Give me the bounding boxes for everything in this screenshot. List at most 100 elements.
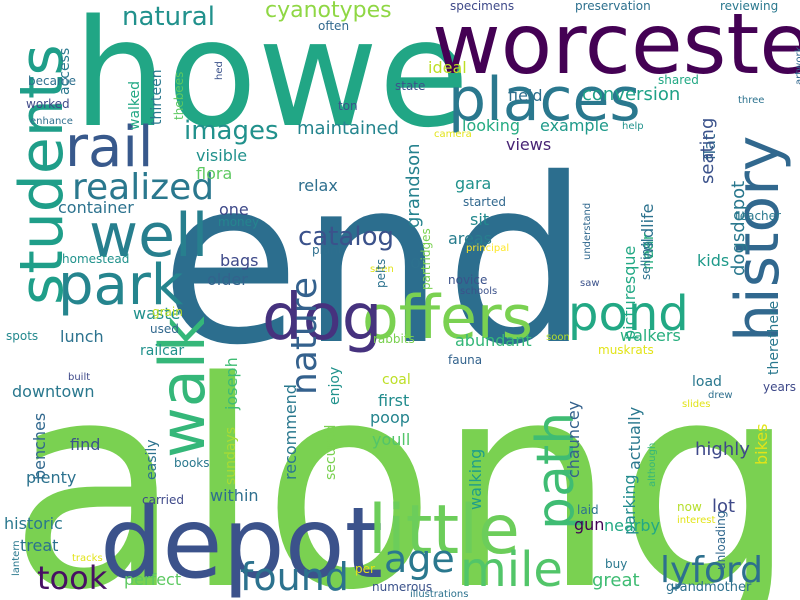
- word-books: books: [174, 456, 210, 470]
- word-offers: offers: [362, 283, 533, 353]
- word-worked: worked: [26, 97, 70, 111]
- word-grandmother: grandmother: [666, 580, 752, 595]
- word-principal: principal: [466, 243, 510, 254]
- word-selling: selling: [639, 241, 653, 280]
- word-kids: kids: [697, 251, 730, 270]
- word-homestead: homestead: [62, 252, 130, 266]
- word-saw: saw: [580, 278, 600, 289]
- word-seen: seen: [370, 264, 394, 275]
- word-rabbits: rabbits: [373, 332, 415, 346]
- word-images: images: [184, 116, 279, 146]
- word-dog: dog: [262, 281, 383, 355]
- word-maintained: maintained: [297, 118, 399, 139]
- word-rail: rail: [65, 115, 154, 180]
- word-schools: schools: [460, 286, 498, 297]
- word-treat: treat: [20, 536, 59, 555]
- word-ton: ton: [338, 99, 358, 113]
- word-novice: novice: [448, 273, 488, 287]
- word-pond: pond: [568, 286, 689, 342]
- word-thebees: thebees: [172, 71, 186, 120]
- word-nature: nature: [284, 277, 325, 395]
- word-coal: coal: [382, 372, 411, 388]
- word-enjoy: enjoy: [327, 366, 343, 405]
- word-one: one: [219, 200, 249, 219]
- word-buy: buy: [605, 557, 628, 571]
- word-great: great: [592, 570, 640, 591]
- word-flora: flora: [196, 164, 233, 183]
- word-visible: visible: [196, 146, 248, 165]
- word-container: container: [58, 198, 134, 217]
- word-picturesque: picturesque: [620, 245, 639, 340]
- word-sit: sit: [470, 210, 490, 229]
- word-often: often: [318, 19, 350, 33]
- word-cyanotypes: cyanotypes: [265, 0, 392, 23]
- word-waste: waste: [133, 304, 181, 323]
- word-started: started: [463, 195, 506, 209]
- word-age: age: [384, 537, 455, 581]
- word-interest: interest: [677, 515, 716, 526]
- word-teacher: teacher: [735, 209, 781, 223]
- word-load: load: [692, 374, 722, 390]
- word-natural: natural: [122, 2, 215, 32]
- word-help: help: [622, 121, 644, 132]
- word-spots: spots: [6, 329, 39, 343]
- word-grain: grain: [152, 305, 183, 319]
- word-seating: seating: [697, 117, 718, 184]
- word-conversion: conversion: [582, 84, 681, 105]
- word-youll: youll: [372, 430, 411, 449]
- word-howe: howe: [73, 0, 470, 160]
- word-highly: highly: [695, 439, 750, 460]
- word-state: state: [395, 79, 426, 93]
- word-artwork: artwork: [794, 46, 800, 85]
- word-found: found: [240, 555, 349, 599]
- word-places: places: [448, 65, 641, 135]
- word-camera: camera: [434, 129, 472, 140]
- word-access: access: [57, 47, 73, 95]
- word-fauna: fauna: [448, 353, 483, 367]
- word-nearby: nearby: [604, 516, 660, 535]
- word-within: within: [210, 486, 259, 505]
- word-downtown: downtown: [12, 382, 95, 401]
- word-lot: lot: [712, 496, 736, 517]
- word-secured: secured: [323, 424, 339, 480]
- word-took: took: [37, 559, 108, 597]
- word-carried: carried: [142, 493, 184, 507]
- word-gun: gun: [574, 515, 605, 534]
- word-money: money: [218, 215, 260, 229]
- word-soon: soon: [546, 332, 570, 343]
- word-laid: laid: [577, 503, 599, 517]
- word-park: park: [58, 253, 184, 318]
- word-thirteen: thirteen: [149, 69, 165, 125]
- word-drew: drew: [708, 390, 733, 401]
- word-hed: hed: [214, 61, 225, 80]
- word-specimens: specimens: [450, 0, 515, 13]
- word-perfect: perfect: [124, 570, 182, 589]
- word-pelts: pelts: [374, 258, 388, 288]
- word-plant: plant: [312, 243, 343, 257]
- word-illustrations: illustrations: [410, 589, 469, 600]
- word-well: well: [89, 201, 209, 271]
- word-areas: areas: [448, 229, 493, 248]
- word-actually: actually: [625, 406, 644, 470]
- word-walk: walk: [146, 316, 219, 458]
- word-recommend: recommend: [281, 384, 300, 480]
- word-dogsdepot: dogsdepot: [728, 180, 749, 276]
- word-preservation: preservation: [575, 0, 651, 13]
- word-first: first: [378, 391, 410, 410]
- word-looking: looking: [462, 116, 521, 135]
- word-became: became: [28, 74, 77, 88]
- word-although: although: [647, 442, 658, 487]
- word-lyford: lyford: [660, 550, 764, 591]
- word-walkers: walkers: [620, 326, 681, 345]
- word-walking: walking: [466, 448, 485, 510]
- word-poop: poop: [370, 408, 410, 427]
- word-unloading: unloading: [714, 510, 728, 570]
- word-historic: historic: [4, 514, 63, 533]
- word-older: older: [207, 270, 248, 289]
- word-walked: walked: [127, 80, 143, 130]
- word-joseph: joseph: [222, 357, 241, 410]
- word-plenty: plenty: [26, 468, 77, 487]
- word-little: little: [368, 491, 520, 570]
- word-railcar: railcar: [140, 343, 185, 359]
